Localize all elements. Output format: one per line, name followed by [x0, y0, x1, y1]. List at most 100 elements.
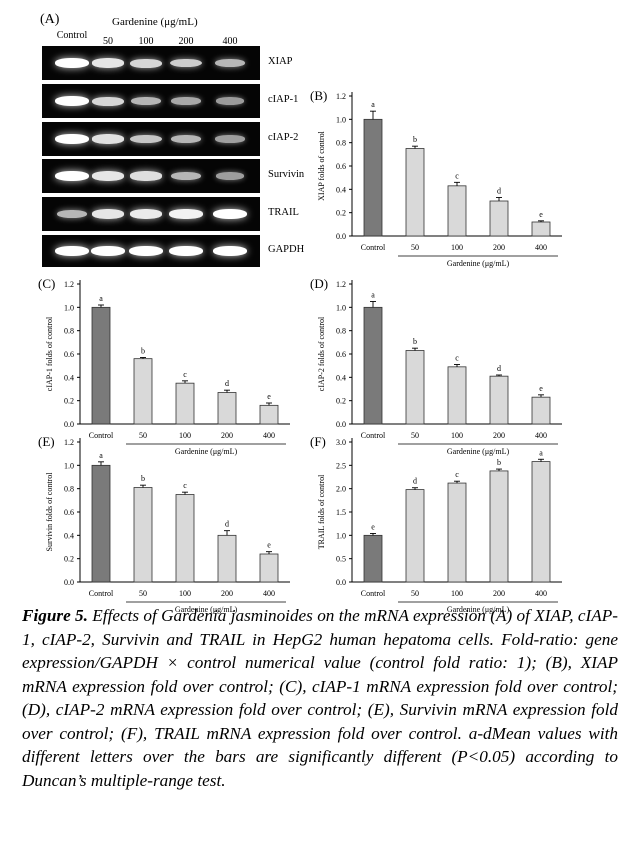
y-tick-label: 0.2: [64, 555, 74, 564]
gel-strip: [42, 122, 260, 156]
bar: [217, 534, 237, 583]
gel-band: [169, 246, 203, 256]
bar: [489, 470, 509, 583]
y-tick-label: 0.4: [64, 531, 74, 540]
bar: [363, 118, 383, 237]
x-group-label: Gardenine (μg/mL): [447, 259, 510, 268]
y-tick-label: 0.8: [64, 327, 74, 336]
y-tick-label: 0.4: [336, 373, 346, 382]
significance-letter: b: [141, 347, 145, 356]
x-tick-label: 100: [451, 589, 463, 598]
bar: [447, 366, 467, 425]
x-tick-label: 400: [263, 431, 275, 440]
y-tick-label: 1.2: [64, 280, 74, 289]
y-tick-label: 0.0: [336, 232, 346, 241]
gel-band: [170, 134, 202, 144]
gel-band: [55, 171, 89, 181]
x-tick-label: Control: [89, 589, 114, 598]
gel-strip: [42, 197, 260, 231]
bar: [133, 487, 153, 583]
significance-letter: d: [413, 477, 417, 486]
significance-letter: e: [371, 522, 375, 531]
gel-band: [170, 171, 202, 181]
gel-band: [56, 209, 88, 219]
bar: [405, 148, 425, 237]
gel-band: [171, 97, 201, 105]
significance-letter: b: [141, 474, 145, 483]
y-tick-label: 0.8: [336, 327, 346, 336]
gel-strip: [42, 235, 260, 267]
bar: [531, 461, 551, 583]
figure-caption: Figure 5. Effects of Gardenia jasminoide…: [22, 604, 618, 792]
y-tick-label: 0.4: [64, 373, 74, 382]
x-tick-label: 100: [451, 431, 463, 440]
bar: [91, 306, 111, 425]
y-tick-label: 1.0: [336, 531, 346, 540]
x-group-label: Gardenine (μg/mL): [175, 447, 238, 456]
y-tick-label: 1.2: [64, 438, 74, 447]
gel-band: [215, 135, 245, 143]
y-tick-label: 1.0: [64, 461, 74, 470]
gel-gene-label: Survivin: [268, 169, 305, 180]
panel-label: (D): [310, 276, 328, 291]
gel-band: [91, 171, 125, 181]
y-tick-label: 0.2: [64, 397, 74, 406]
caption-text: Effects of Gardenia jasminoides on the m…: [22, 606, 618, 790]
significance-letter: e: [267, 392, 271, 401]
gel-band: [215, 97, 245, 105]
gel-lane-label: 100: [138, 36, 154, 47]
y-tick-label: 1.2: [336, 280, 346, 289]
x-tick-label: Control: [361, 589, 386, 598]
gel-band: [55, 134, 89, 144]
gel-band: [213, 209, 247, 219]
bar: [133, 358, 153, 425]
x-tick-label: 400: [535, 431, 547, 440]
significance-letter: e: [267, 541, 271, 550]
x-tick-label: 200: [221, 431, 233, 440]
significance-letter: d: [225, 379, 229, 388]
significance-letter: b: [497, 458, 501, 467]
x-tick-label: 50: [411, 431, 419, 440]
x-tick-label: 400: [535, 589, 547, 598]
ciap2-bar-chart: (D) cIAP-2 folds of control 0.0 0.2 0.4 0.6 0.…: [310, 276, 562, 456]
y-tick-label: 1.5: [336, 508, 346, 517]
gel-band: [55, 96, 89, 106]
y-tick-label: 2.5: [336, 461, 346, 470]
bar: [363, 534, 383, 583]
panel-label: (E): [38, 434, 55, 449]
bar: [489, 200, 509, 237]
significance-letter: d: [225, 520, 229, 529]
x-group-label: Gardenine (μg/mL): [447, 447, 510, 456]
y-axis-label: cIAP-2 folds of control: [317, 316, 326, 391]
gel-gene-label: TRAIL: [268, 207, 299, 218]
caption-label: Figure 5.: [22, 606, 88, 625]
y-tick-label: 0.0: [64, 578, 74, 587]
gel-panel-label: (A): [40, 12, 60, 27]
gel-band: [55, 58, 89, 68]
trail-bar-chart: (F) TRAIL folds of control 0.0 0.5 1.0 1.5 2.0…: [310, 434, 562, 614]
significance-letter: a: [99, 451, 103, 460]
gel-band: [129, 209, 163, 219]
gel-band: [129, 246, 163, 256]
y-tick-label: 1.0: [64, 303, 74, 312]
x-tick-label: 400: [263, 589, 275, 598]
panel-label: (B): [310, 88, 327, 103]
gel-band: [170, 58, 202, 68]
significance-letter: d: [497, 364, 501, 373]
x-group-label: Gardenine (μg/mL): [175, 605, 238, 614]
gel-lane-label: 400: [222, 36, 238, 47]
y-axis-label: TRAIL folds of control: [317, 474, 326, 549]
gel-band: [129, 171, 163, 181]
y-tick-label: 0.0: [64, 420, 74, 429]
gel-strip: [42, 159, 260, 193]
y-tick-label: 3.0: [336, 438, 346, 447]
significance-letter: a: [99, 294, 103, 303]
y-tick-label: 0.6: [336, 350, 346, 359]
gel-dose-header: Gardenine (μg/mL): [112, 16, 198, 28]
y-tick-label: 0.5: [336, 555, 346, 564]
gel-lane-label: 200: [178, 36, 194, 47]
y-tick-label: 1.0: [336, 303, 346, 312]
bar: [489, 375, 509, 425]
y-tick-label: 0.6: [64, 508, 74, 517]
significance-letter: e: [539, 210, 543, 219]
